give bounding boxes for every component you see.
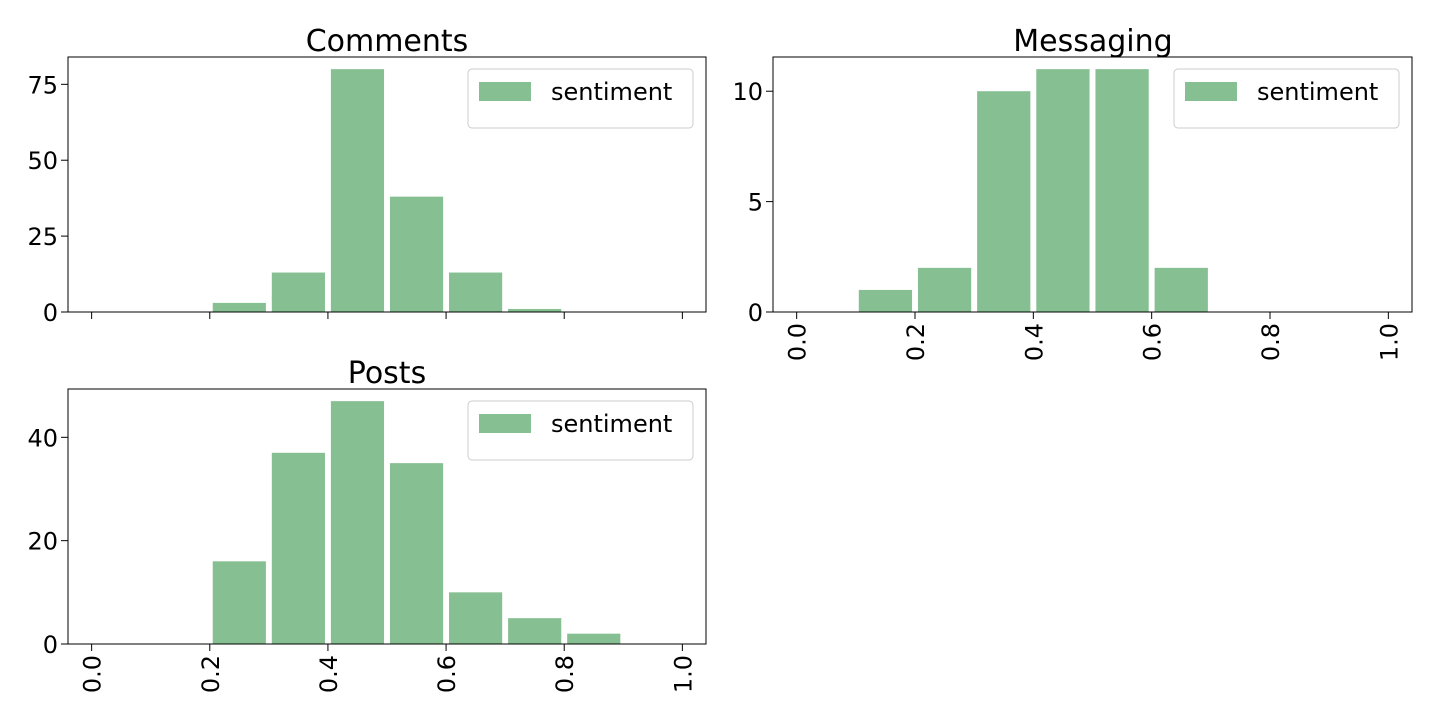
- axes-frame: [772, 56, 1413, 313]
- posts-chart: Posts 0 20 40 0.0 0.2 0.4 0.6 0.8 1.0 sentiment: [27, 356, 707, 693]
- y-tick-label: 40: [27, 424, 58, 452]
- axes-frame: [67, 56, 707, 313]
- histogram-bar: [567, 633, 621, 644]
- histogram-bar: [449, 592, 503, 644]
- legend: sentiment: [467, 400, 694, 461]
- histogram-bar: [271, 272, 325, 312]
- chart-title: Comments: [306, 24, 469, 59]
- legend: sentiment: [467, 68, 694, 129]
- histogram-bar: [389, 463, 444, 644]
- x-tick-label: 0.4: [1020, 323, 1048, 361]
- legend-label: sentiment: [551, 78, 672, 106]
- y-tick-label: 20: [27, 528, 58, 556]
- messaging-chart: Messaging 0 5 10 0.0 0.2 0.4 0.6 0.8 1.0 sentimen…: [732, 24, 1413, 361]
- y-tick-label: 0: [43, 631, 58, 659]
- legend-label: sentiment: [551, 410, 672, 438]
- x-tick-label: 0.8: [551, 655, 579, 693]
- x-tick-label: 0.6: [1139, 323, 1167, 361]
- histogram-bar: [508, 618, 562, 644]
- y-tick-label: 50: [27, 147, 58, 175]
- y-tick-label: 75: [27, 71, 58, 99]
- x-tick-label: 0.0: [784, 323, 812, 361]
- x-tick-label: 0.0: [79, 655, 107, 693]
- y-tick-label: 25: [27, 223, 58, 251]
- histogram-bar: [508, 308, 562, 312]
- histogram-bar: [858, 289, 913, 312]
- x-tick-label: 0.2: [197, 655, 225, 693]
- y-tick-label: 0: [748, 299, 763, 327]
- x-tick-label: 0.8: [1257, 323, 1285, 361]
- histogram-bar: [1036, 69, 1090, 313]
- histogram-bar: [449, 272, 503, 312]
- legend-label: sentiment: [1257, 78, 1378, 106]
- histogram-bar: [212, 561, 266, 644]
- histogram-bar: [330, 401, 385, 644]
- x-tick-label: 1.0: [1375, 323, 1403, 361]
- histogram-bar: [1154, 267, 1208, 312]
- histogram-bar: [271, 452, 325, 644]
- legend-swatch: [1185, 82, 1237, 101]
- legend-swatch: [479, 414, 531, 433]
- chart-title: Posts: [348, 356, 426, 391]
- histogram-bar: [977, 91, 1031, 312]
- histogram-bar: [917, 267, 972, 312]
- x-tick-label: 1.0: [669, 655, 697, 693]
- legend: sentiment: [1173, 68, 1400, 129]
- legend-swatch: [479, 82, 531, 101]
- chart-title: Messaging: [1013, 24, 1172, 59]
- y-tick-label: 0: [43, 299, 58, 327]
- histogram-bar: [389, 196, 444, 312]
- y-tick-label: 10: [732, 78, 763, 106]
- histogram-bar: [212, 302, 266, 312]
- x-tick-label: 0.6: [433, 655, 461, 693]
- histogram-bar: [1095, 69, 1149, 313]
- histogram-bar: [330, 69, 385, 313]
- x-tick-label: 0.2: [902, 323, 930, 361]
- axes-frame: [67, 388, 707, 645]
- x-tick-label: 0.4: [315, 655, 343, 693]
- comments-chart: Comments 0 25 50 75 sentiment: [27, 24, 707, 327]
- y-tick-label: 5: [748, 189, 763, 217]
